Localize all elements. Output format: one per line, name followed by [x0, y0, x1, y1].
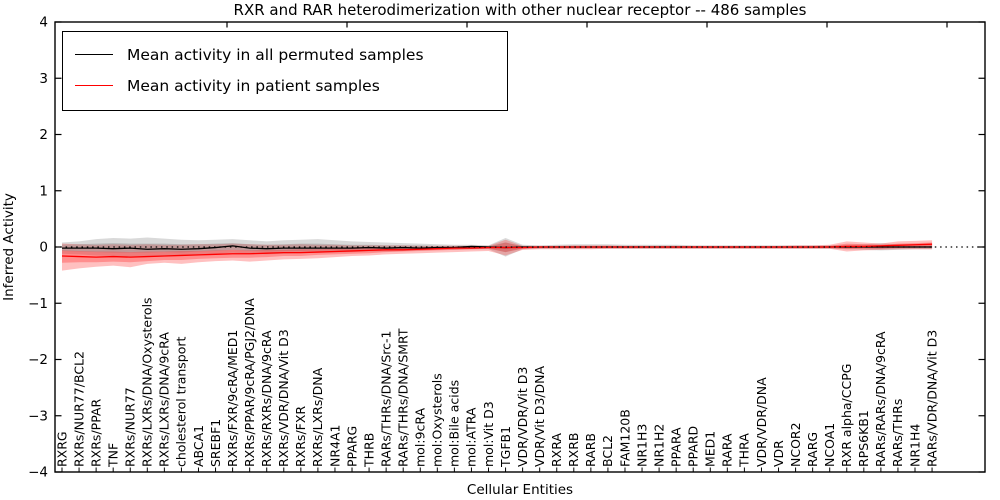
- x-tick-label: RXRs/NUR77/BCL2: [71, 351, 86, 467]
- x-tick-label: RARs/RARs/DNA/9cRA: [873, 331, 888, 467]
- x-tick-label: SREBF1: [208, 419, 223, 467]
- x-tick-label: RXRs/LXRs/DNA/Oxysterols: [140, 297, 155, 467]
- x-tick-label: RXRs/FXR: [293, 406, 308, 467]
- x-tick-label: RXR alpha/CCPG: [839, 364, 854, 467]
- x-tick-label: THRA: [737, 433, 752, 468]
- x-tick-label: mol:Oxysterols: [430, 373, 445, 467]
- x-tick-label: RARA: [720, 433, 735, 467]
- x-tick-label: mol:ATRA: [464, 407, 479, 467]
- x-tick-label: RXRB: [566, 432, 581, 467]
- y-tick-label: 2: [39, 127, 48, 143]
- legend-label-patient: Mean activity in patient samples: [127, 76, 380, 95]
- y-tick-label: −2: [28, 352, 48, 368]
- x-tick-label: RXRs/PPAR: [88, 399, 103, 467]
- legend-item-patient: Mean activity in patient samples: [75, 70, 495, 101]
- confidence-bands: [62, 237, 933, 271]
- x-tick-label: NR1H3: [634, 424, 649, 467]
- x-tick-label: ABCA1: [191, 425, 206, 467]
- y-tick-label: 1: [39, 183, 48, 199]
- y-tick-label: 4: [39, 15, 48, 31]
- y-tick-label: −3: [28, 408, 48, 424]
- x-tick-label: THRB: [361, 433, 376, 468]
- x-tick-label: RXRs/FXR/9cRA/MED1: [225, 330, 240, 467]
- x-tick-label: MED1: [703, 431, 718, 467]
- x-tick-label: mol:Bile acids: [447, 380, 462, 467]
- x-tick-label: RXRA: [549, 433, 564, 467]
- x-tick-label: VDR/Vit D3/DNA: [532, 366, 547, 467]
- x-tick-label: VDR/VDR/Vit D3: [515, 367, 530, 467]
- x-tick-label: RXRs/NUR77: [123, 387, 138, 467]
- x-tick-label: RXRs/RXRs/DNA/9cRA: [259, 330, 274, 467]
- x-tick-label: RARG: [805, 432, 820, 467]
- y-axis-label: Inferred Activity: [1, 193, 17, 301]
- legend-label-permuted: Mean activity in all permuted samples: [127, 45, 424, 64]
- x-tick-label: NCOA1: [822, 423, 837, 467]
- x-tick-label: mol:Vit D3: [481, 401, 496, 467]
- x-tick-label: TNF: [105, 443, 120, 468]
- x-tick-label: RPS6KB1: [856, 410, 871, 467]
- x-tick-label: RARs/THRs/DNA/SMRT: [396, 328, 411, 467]
- x-tick-label: mol:9cRA: [413, 407, 428, 467]
- x-tick-label: RXRs/LXRs/DNA/9cRA: [157, 332, 172, 467]
- x-tick-label: RXRG: [54, 431, 69, 467]
- x-tick-label: NCOR2: [788, 422, 803, 467]
- y-tick-label: −1: [28, 296, 48, 312]
- x-axis-label: Cellular Entities: [467, 482, 573, 498]
- x-tick-label: RXRs/LXRs/DNA: [310, 367, 325, 467]
- y-tick-label: 3: [39, 71, 48, 87]
- x-tick-label: RXRs/PPAR/9cRA/PGJ2/DNA: [242, 298, 257, 467]
- x-tick-label: PPARD: [686, 426, 701, 467]
- legend: Mean activity in all permuted samples Me…: [62, 31, 508, 111]
- x-tick-label: RARs/THRs/DNA/Src-1: [378, 331, 393, 467]
- x-tick-label: VDR: [771, 440, 786, 467]
- x-tick-label: BCL2: [600, 435, 615, 467]
- series-lines: [55, 243, 985, 258]
- y-tick-label: 0: [39, 240, 48, 256]
- legend-line-permuted: [75, 54, 113, 55]
- legend-line-patient: [75, 85, 113, 86]
- x-tick-label: RARs/VDR/DNA/Vit D3: [924, 330, 939, 467]
- x-tick-label: TGFB1: [498, 426, 513, 468]
- x-tick-label: NR1H2: [651, 424, 666, 467]
- x-tick-label: PPARA: [668, 427, 683, 467]
- x-tick-label: NR1H4: [907, 424, 922, 467]
- x-tick-label: RXRs/VDR/DNA/Vit D3: [276, 329, 291, 467]
- x-tick-label: FAM120B: [617, 409, 632, 467]
- chart-title: RXR and RAR heterodimerization with othe…: [234, 1, 807, 19]
- y-tick-label: −4: [28, 465, 48, 481]
- x-tick-label: NR4A1: [327, 425, 342, 468]
- x-tick-label: RARs/THRs: [890, 399, 905, 467]
- x-tick-label: cholesterol transport: [174, 336, 189, 467]
- x-tick-label: PPARG: [344, 426, 359, 467]
- legend-item-permuted: Mean activity in all permuted samples: [75, 39, 495, 70]
- x-tick-label: VDR/VDR/DNA: [754, 377, 769, 467]
- x-tick-label: RARB: [583, 433, 598, 467]
- plot-frame: [54, 21, 986, 473]
